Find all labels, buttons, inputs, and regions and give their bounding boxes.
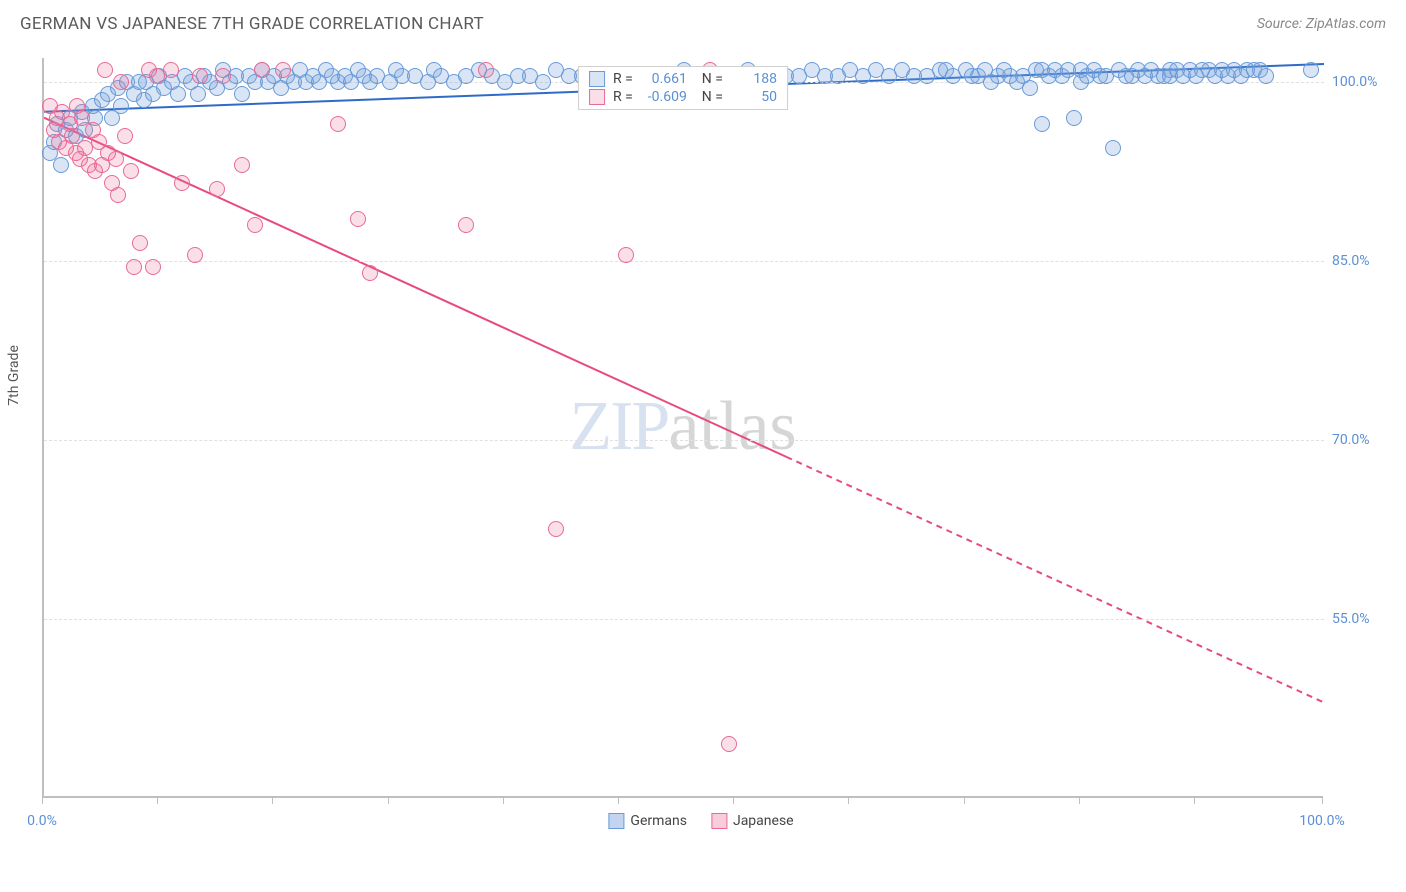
- correlation-legend: R =0.661 N =188 R =-0.609 N =50: [578, 66, 788, 110]
- x-tick-label: 0.0%: [27, 813, 57, 829]
- chart-title: GERMAN VS JAPANESE 7TH GRADE CORRELATION…: [20, 14, 484, 34]
- plot-area: ZIPatlas R =0.661 N =188 R =-0.609 N =50: [42, 58, 1322, 798]
- legend-swatch: [608, 813, 624, 829]
- data-point: [192, 68, 208, 84]
- x-tick-mark: [1194, 796, 1195, 804]
- data-point: [458, 217, 474, 233]
- data-point: [721, 736, 737, 752]
- watermark: ZIPatlas: [569, 387, 796, 467]
- data-point: [548, 521, 564, 537]
- gridline: [44, 440, 1324, 441]
- chart-container: 7th Grade ZIPatlas R =0.661 N =188R =-0.…: [42, 58, 1360, 798]
- x-tick-mark: [618, 796, 619, 804]
- x-tick-label: 100.0%: [1299, 813, 1344, 829]
- data-point: [618, 247, 634, 263]
- legend-swatch: [589, 89, 605, 105]
- x-tick-mark: [42, 796, 43, 804]
- data-point: [275, 62, 291, 78]
- legend-row: R =0.661 N =188: [589, 71, 777, 87]
- x-tick-mark: [848, 796, 849, 804]
- legend-row: R =-0.609 N =50: [589, 89, 777, 105]
- data-point: [1105, 140, 1121, 156]
- data-point: [1303, 62, 1319, 78]
- gridline: [44, 619, 1324, 620]
- data-point: [170, 86, 186, 102]
- data-point: [145, 259, 161, 275]
- data-point: [113, 98, 129, 114]
- series-legend: Germans Japanese: [608, 813, 793, 829]
- x-tick-mark: [1322, 796, 1323, 804]
- y-tick-label: 55.0%: [1332, 611, 1370, 627]
- data-point: [478, 62, 494, 78]
- data-point: [190, 86, 206, 102]
- legend-swatch: [711, 813, 727, 829]
- data-point: [126, 259, 142, 275]
- data-point: [535, 74, 551, 90]
- data-point: [53, 157, 69, 173]
- data-point: [123, 163, 139, 179]
- data-point: [1258, 68, 1274, 84]
- y-tick-label: 70.0%: [1332, 432, 1370, 448]
- data-point: [64, 128, 80, 144]
- data-point: [215, 68, 231, 84]
- data-point: [209, 181, 225, 197]
- x-tick-mark: [272, 796, 273, 804]
- legend-swatch: [589, 71, 605, 87]
- y-tick-label: 85.0%: [1332, 253, 1370, 269]
- data-point: [113, 74, 129, 90]
- x-tick-mark: [964, 796, 965, 804]
- data-point: [117, 128, 133, 144]
- data-point: [108, 151, 124, 167]
- data-point: [1066, 110, 1082, 126]
- data-point: [362, 265, 378, 281]
- chart-source: Source: ZipAtlas.com: [1257, 16, 1386, 32]
- data-point: [174, 175, 190, 191]
- x-tick-mark: [157, 796, 158, 804]
- data-point: [234, 157, 250, 173]
- data-point: [1022, 80, 1038, 96]
- data-point: [132, 235, 148, 251]
- y-tick-label: 100.0%: [1332, 74, 1377, 90]
- gridline: [44, 261, 1324, 262]
- data-point: [163, 62, 179, 78]
- data-point: [187, 247, 203, 263]
- data-point: [330, 116, 346, 132]
- data-point: [247, 217, 263, 233]
- y-axis-label: 7th Grade: [6, 345, 22, 406]
- data-point: [350, 211, 366, 227]
- x-tick-mark: [503, 796, 504, 804]
- x-tick-mark: [733, 796, 734, 804]
- data-point: [97, 62, 113, 78]
- data-point: [234, 86, 250, 102]
- data-point: [254, 62, 270, 78]
- x-tick-mark: [1079, 796, 1080, 804]
- data-point: [110, 187, 126, 203]
- data-point: [1034, 116, 1050, 132]
- legend-item: Germans: [608, 813, 687, 829]
- x-tick-mark: [388, 796, 389, 804]
- legend-item: Japanese: [711, 813, 794, 829]
